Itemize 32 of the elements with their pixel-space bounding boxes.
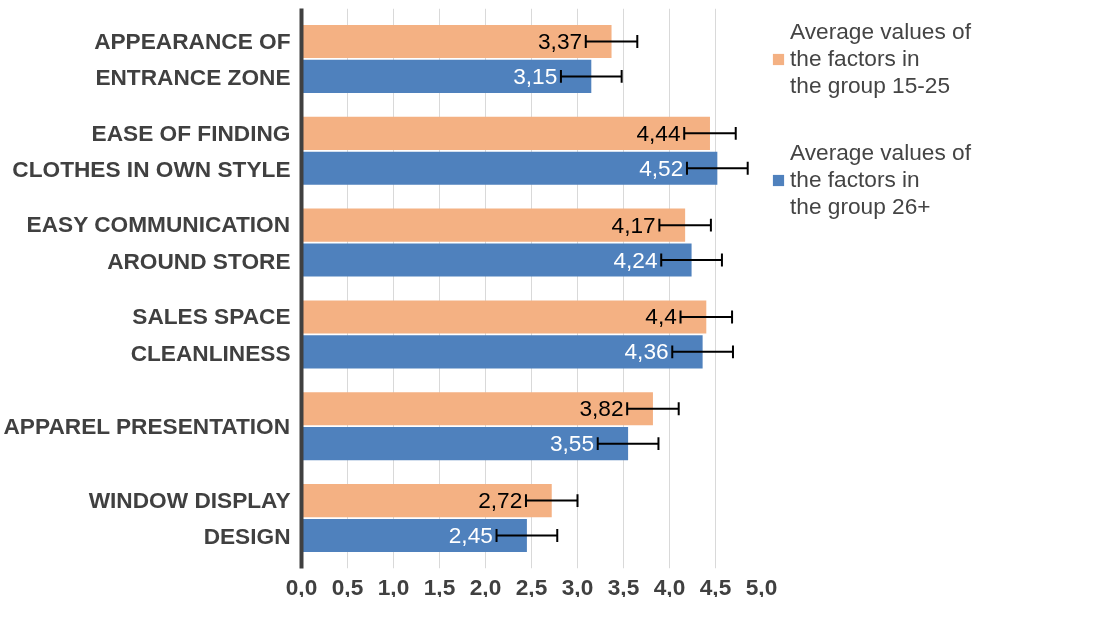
data-label: 4,44 (636, 119, 681, 146)
bar (301, 151, 718, 185)
data-label: 3,82 (579, 395, 624, 422)
data-label: 4,52 (639, 154, 684, 181)
data-label: 4,24 (613, 246, 658, 273)
bar (301, 59, 592, 93)
y-tick-label: SALES SPACE CLEANLINESS (130, 303, 291, 366)
y-tick-label: EASY COMMUNICATION AROUND STORE (26, 211, 291, 274)
data-label: 2,72 (478, 487, 523, 514)
data-label: 4,4 (645, 303, 677, 330)
bar (301, 116, 710, 150)
data-label: 4,36 (624, 338, 669, 365)
data-label: 2,45 (448, 521, 493, 548)
data-label: 4,17 (611, 211, 656, 238)
data-label: 3,55 (549, 430, 595, 457)
legend-label: Average values of the factors in the group 26+ (790, 139, 971, 220)
bar (301, 518, 527, 553)
y-tick-label: APPEARANCE OF ENTRANCE ZONE (94, 27, 291, 91)
y-tick-label: WINDOW DISPLAY DESIGN (88, 486, 291, 550)
bar (301, 427, 629, 461)
bar (301, 392, 653, 426)
bar (301, 335, 703, 369)
bar (301, 24, 612, 59)
legend-label: Average values of the factors in the group 15-25 (790, 18, 971, 99)
bar (301, 300, 707, 334)
y-tick-label: EASE OF FINDING CLOTHES IN OWN STYLE (12, 119, 291, 182)
bar (301, 208, 686, 242)
bar (301, 243, 692, 277)
data-label: 3,15 (513, 62, 558, 89)
bar (301, 484, 552, 518)
y-tick-label: APPAREL PRESENTATION (3, 413, 291, 440)
data-label: 3,37 (538, 28, 583, 55)
